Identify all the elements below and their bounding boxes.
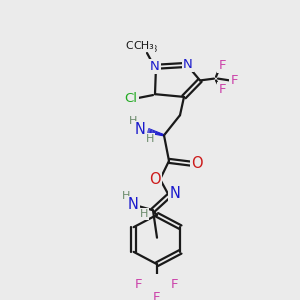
Text: H: H — [140, 209, 148, 219]
Text: O: O — [149, 172, 161, 187]
Text: 3: 3 — [151, 45, 156, 54]
Text: O: O — [191, 156, 203, 171]
Text: F: F — [218, 59, 226, 72]
Text: N: N — [128, 197, 138, 212]
Text: CH: CH — [125, 41, 141, 51]
Text: N: N — [183, 58, 193, 71]
Text: N: N — [150, 60, 160, 73]
Text: H: H — [146, 134, 154, 144]
Text: Cl: Cl — [124, 92, 137, 105]
Text: F: F — [218, 83, 226, 96]
Text: CH₃: CH₃ — [134, 41, 154, 51]
Text: H: H — [129, 116, 137, 126]
Text: H: H — [122, 190, 130, 201]
Text: F: F — [153, 291, 161, 300]
Text: N: N — [169, 186, 180, 201]
Text: F: F — [135, 278, 143, 291]
Text: N: N — [135, 122, 146, 137]
Text: F: F — [171, 278, 179, 291]
Text: F: F — [230, 74, 238, 87]
